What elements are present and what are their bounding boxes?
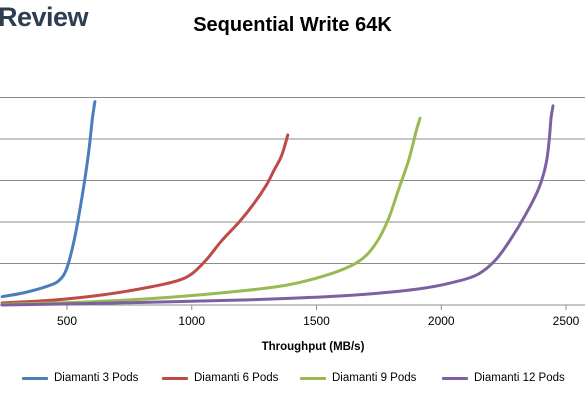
legend-swatch (442, 376, 468, 380)
series-line-2 (0, 133, 290, 305)
x-tick-label: 1000 (178, 314, 205, 328)
legend-label: Diamanti 3 Pods (54, 372, 139, 384)
legend-label: Diamanti 12 Pods (474, 372, 565, 384)
x-axis-title: Throughput (MB/s) (262, 341, 365, 353)
chart-title: Sequential Write 64K (193, 14, 392, 36)
brand-logo-text: Review (0, 2, 89, 32)
series-line-1 (0, 100, 97, 299)
legend-item: Diamanti 3 Pods (22, 372, 138, 384)
legend-swatch (22, 376, 48, 380)
series-line-3 (0, 116, 422, 306)
x-tick-label: 2000 (428, 314, 455, 328)
legend-label: Diamanti 9 Pods (332, 372, 417, 384)
x-tick-label: 500 (57, 314, 77, 328)
legend-item: Diamanti 9 Pods (300, 372, 416, 384)
legend-item: Diamanti 12 Pods (442, 372, 565, 384)
x-tick-label: 1500 (303, 314, 330, 328)
chart-legend: Diamanti 3 Pods Diamanti 6 Pods Diamanti 9… (0, 372, 585, 390)
series-line-4 (0, 104, 555, 307)
x-tick-label: 2500 (553, 314, 580, 328)
legend-swatch (300, 376, 326, 380)
legend-swatch (162, 376, 188, 380)
legend-label: Diamanti 6 Pods (194, 372, 279, 384)
legend-item: Diamanti 6 Pods (162, 372, 278, 384)
